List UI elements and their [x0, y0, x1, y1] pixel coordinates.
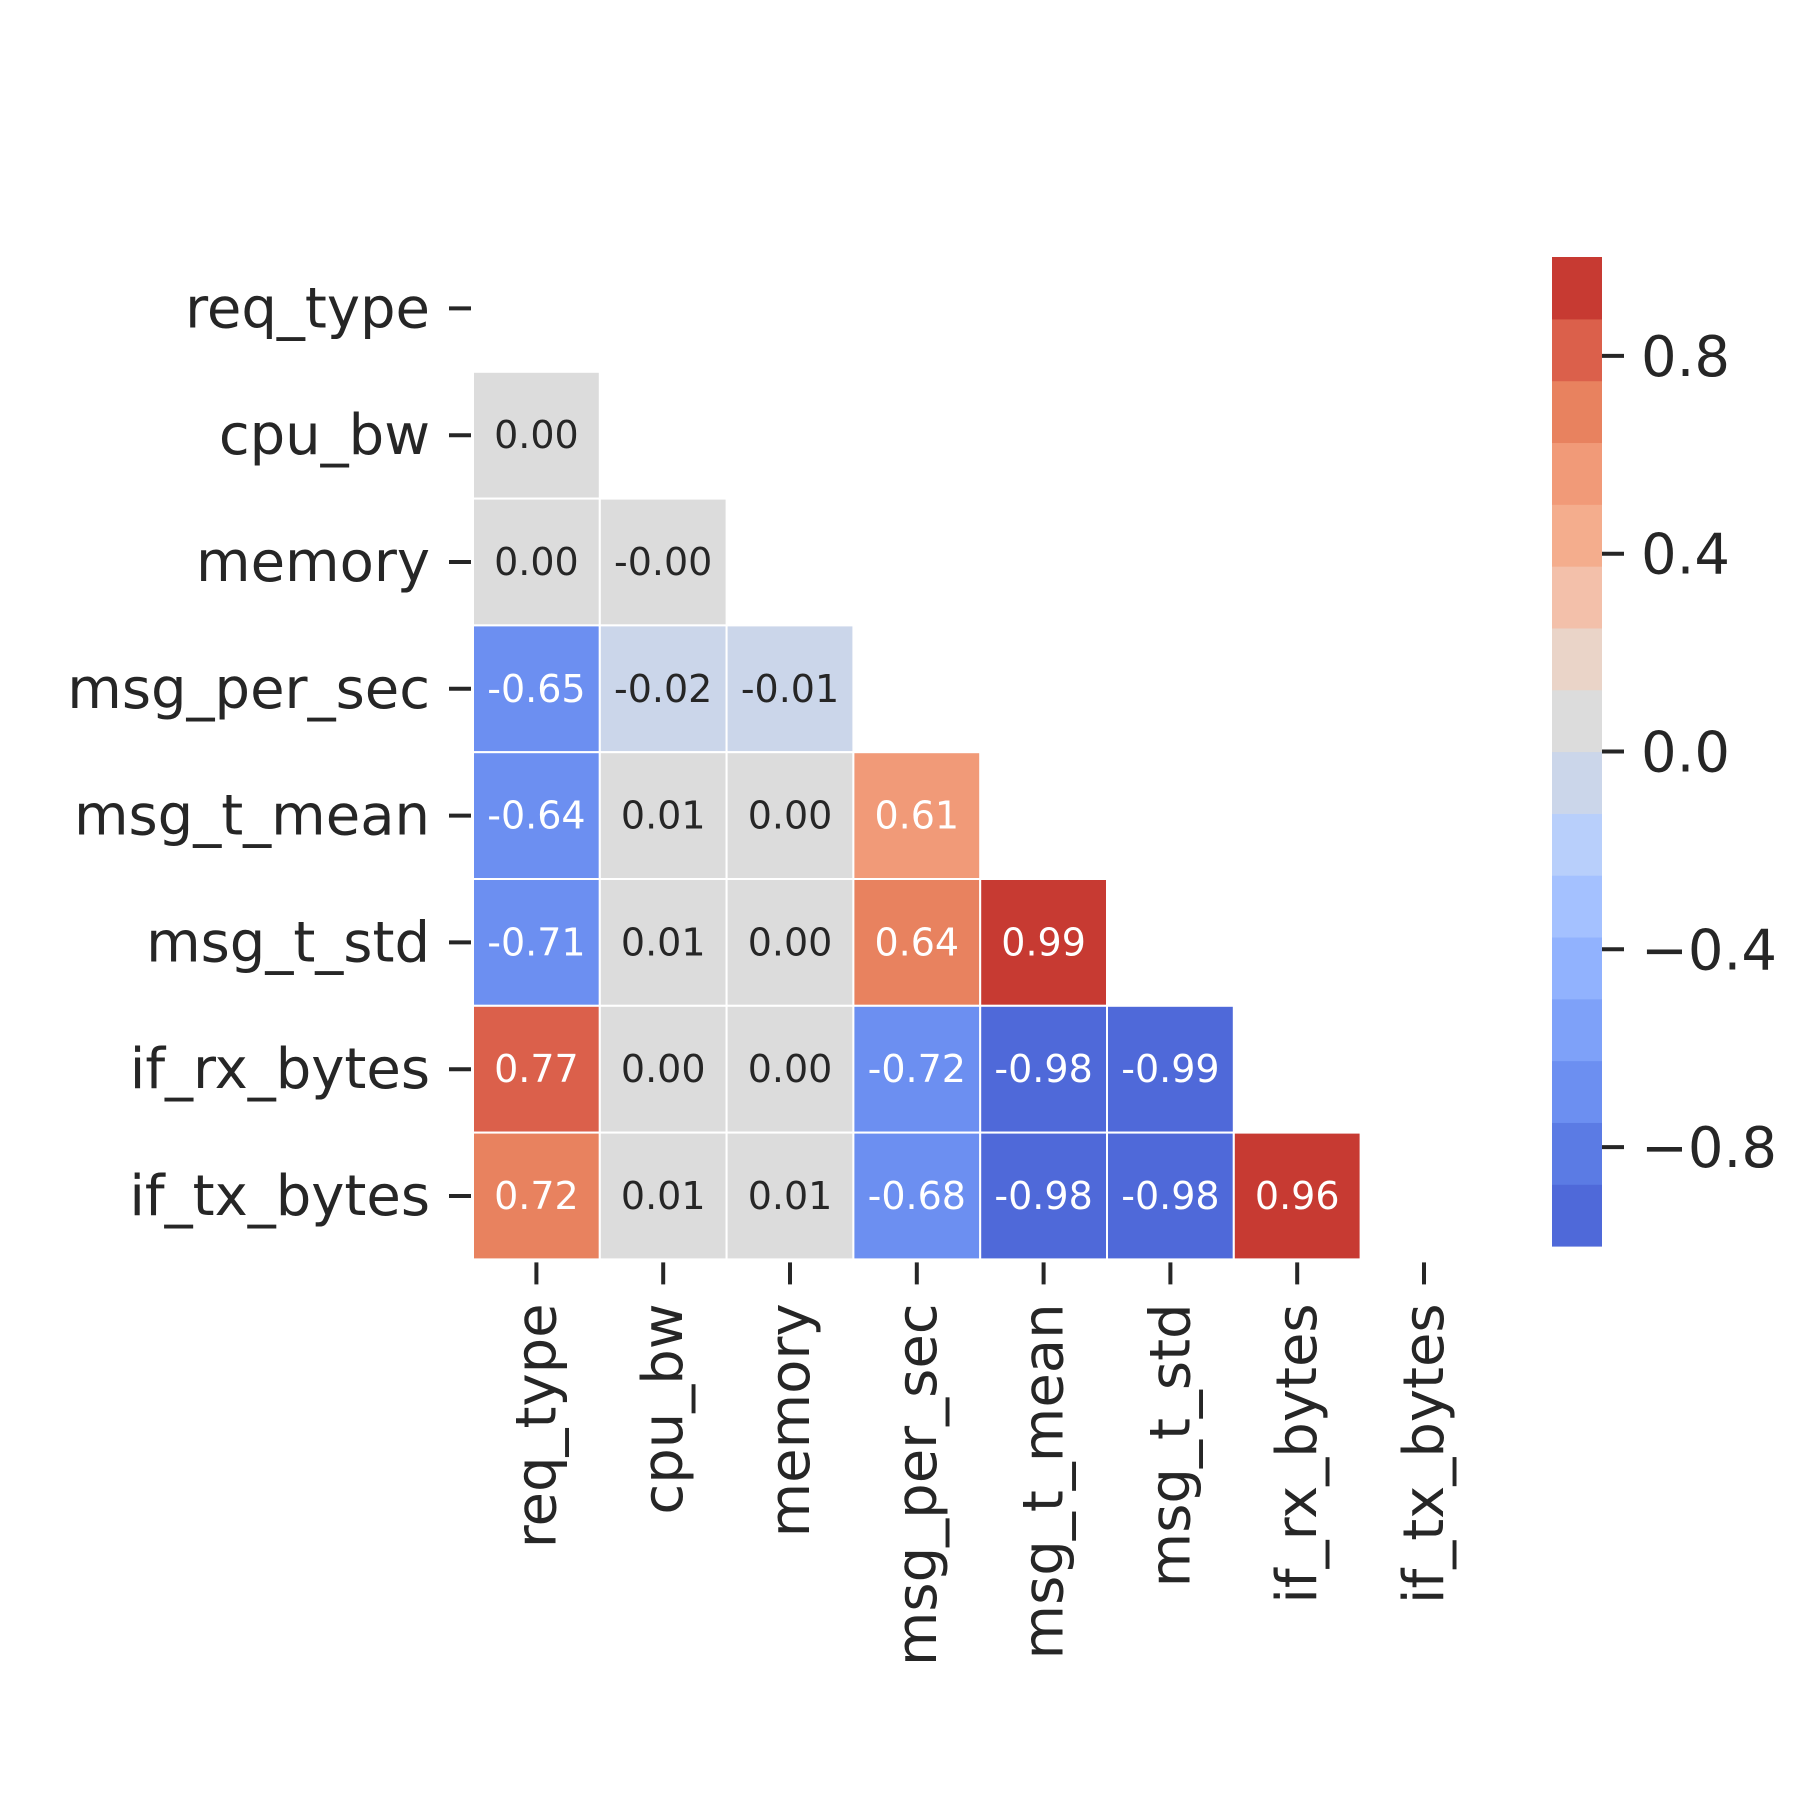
x-tick-label: if_tx_bytes — [1392, 1303, 1457, 1604]
cell-value-label: 0.01 — [621, 1174, 706, 1218]
x-axis: req_type cpu_bw memory msg_per_sec msg_t_mea… — [504, 1262, 1457, 1666]
y-tick-label: req_type — [185, 276, 430, 341]
x-tick-label: req_type — [504, 1303, 569, 1548]
heatmap-cell — [979, 1004, 1109, 1134]
cell-value-label: -0.99 — [1121, 1047, 1219, 1091]
heatmap-cell — [725, 878, 855, 1007]
y-tick-label: msg_t_std — [146, 910, 430, 975]
heatmap-cell — [852, 1004, 982, 1134]
cell-value-label: -0.72 — [868, 1047, 966, 1091]
colorbar-segment — [1552, 627, 1602, 691]
cell-value-label: 0.00 — [494, 413, 579, 457]
heatmap-cell — [1232, 1131, 1362, 1261]
colorbar-tick-label: 0.8 — [1641, 325, 1730, 390]
heatmap-cell — [472, 370, 601, 500]
colorbar-tick-label: 0.4 — [1641, 523, 1730, 588]
colorbar-segment — [1552, 813, 1602, 876]
cell-value-label: -0.00 — [614, 540, 712, 584]
y-tick-label: msg_t_mean — [74, 784, 430, 849]
cell-value-label: -0.65 — [487, 667, 585, 711]
cell-value-label: 0.01 — [621, 920, 706, 964]
heatmap-cell — [472, 751, 601, 881]
heatmap-cell — [852, 878, 982, 1007]
heatmap-cell — [852, 1131, 982, 1261]
heatmap-cell — [979, 878, 1109, 1007]
heatmap-cell — [598, 1131, 728, 1261]
colorbar-segment — [1552, 318, 1602, 382]
cell-value-label: -0.68 — [868, 1174, 966, 1218]
x-tick-label: msg_t_mean — [1012, 1303, 1077, 1659]
cell-value-label: -0.98 — [1121, 1174, 1219, 1218]
heatmap-cell — [598, 1004, 728, 1134]
colorbar-segment — [1552, 689, 1602, 753]
colorbar-segment — [1552, 998, 1602, 1062]
y-tick-label: if_tx_bytes — [129, 1164, 430, 1229]
heatmap-cell — [725, 1131, 855, 1261]
cell-value-label: 0.00 — [748, 794, 833, 838]
colorbar-segment — [1552, 566, 1602, 629]
colorbar-segment — [1552, 1122, 1602, 1185]
heatmap-cell — [725, 751, 855, 881]
x-tick-label: if_rx_bytes — [1265, 1303, 1330, 1603]
x-tick-label: msg_t_std — [1138, 1303, 1203, 1587]
colorbar-segment — [1552, 442, 1602, 505]
y-tick-label: cpu_bw — [219, 403, 430, 468]
colorbar-segment — [1552, 504, 1602, 567]
cell-value-label: -0.71 — [487, 920, 585, 964]
colorbar-segment — [1552, 257, 1602, 320]
colorbar-segment — [1552, 751, 1602, 814]
x-tick-label: cpu_bw — [631, 1303, 696, 1514]
cell-value-label: 0.01 — [748, 1174, 833, 1218]
cell-value-label: -0.64 — [487, 794, 585, 838]
colorbar-segment — [1552, 1184, 1602, 1247]
heatmap-cell — [725, 1004, 855, 1134]
heatmap-cell — [1106, 1004, 1235, 1134]
heatmap-cell — [472, 497, 601, 627]
cell-value-label: -0.98 — [994, 1047, 1092, 1091]
colorbar-segment — [1552, 875, 1602, 938]
cell-value-label: 0.00 — [621, 1047, 706, 1091]
heatmap-cell — [472, 1004, 601, 1134]
colorbar-tick-label: −0.4 — [1641, 918, 1777, 983]
heatmap-annotations: 0.00 0.00 -0.00 -0.65 -0.02 -0.01 -0.64 0.01 0.0… — [487, 413, 1339, 1218]
heatmap-cell — [979, 1131, 1109, 1261]
y-tick-label: if_rx_bytes — [130, 1037, 430, 1102]
cell-value-label: 0.99 — [1001, 920, 1086, 964]
heatmap-cell — [598, 497, 728, 627]
cell-value-label: 0.64 — [874, 920, 959, 964]
cell-value-label: 0.00 — [748, 920, 833, 964]
colorbar-segment — [1552, 1060, 1602, 1123]
cell-value-label: 0.61 — [874, 794, 959, 838]
y-tick-label: memory — [196, 530, 430, 595]
cell-value-label: -0.98 — [994, 1174, 1092, 1218]
heatmap-cells — [472, 370, 1362, 1261]
cell-value-label: 0.01 — [621, 794, 706, 838]
heatmap-cell — [598, 878, 728, 1007]
x-tick-label: memory — [758, 1303, 823, 1537]
cell-value-label: -0.02 — [614, 667, 712, 711]
x-tick-label: msg_per_sec — [885, 1303, 950, 1666]
colorbar-segment — [1552, 936, 1602, 1000]
y-tick-label: msg_per_sec — [67, 657, 430, 722]
cell-value-label: 0.00 — [748, 1047, 833, 1091]
heatmap-cell — [598, 751, 728, 881]
heatmap-cell — [852, 751, 982, 881]
cell-value-label: 0.00 — [494, 540, 579, 584]
heatmap-cell — [472, 1131, 601, 1261]
colorbar-segment — [1552, 380, 1602, 444]
cell-value-label: 0.72 — [494, 1174, 579, 1218]
cell-value-label: 0.96 — [1255, 1174, 1340, 1218]
colorbar-tick-label: −0.8 — [1641, 1116, 1777, 1181]
cell-value-label: -0.01 — [741, 667, 839, 711]
colorbar: 0.8 0.4 0.0 −0.4 −0.8 — [1552, 257, 1777, 1247]
cell-value-label: 0.77 — [494, 1047, 579, 1091]
colorbar-tick-label: 0.0 — [1641, 721, 1730, 786]
